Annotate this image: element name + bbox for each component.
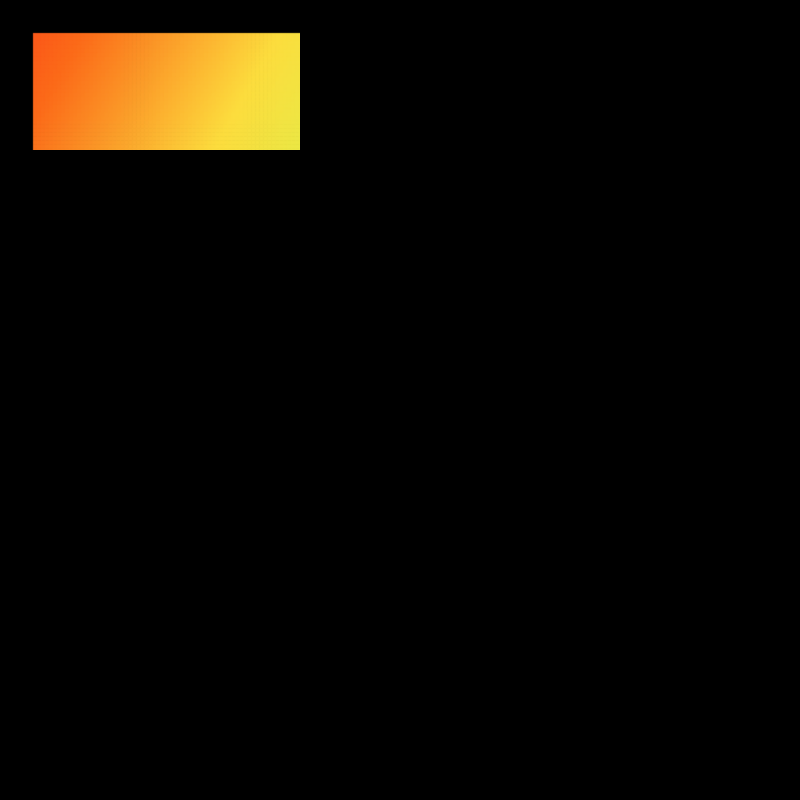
- bottleneck-heatmap: [0, 0, 300, 150]
- chart-container: [0, 0, 800, 800]
